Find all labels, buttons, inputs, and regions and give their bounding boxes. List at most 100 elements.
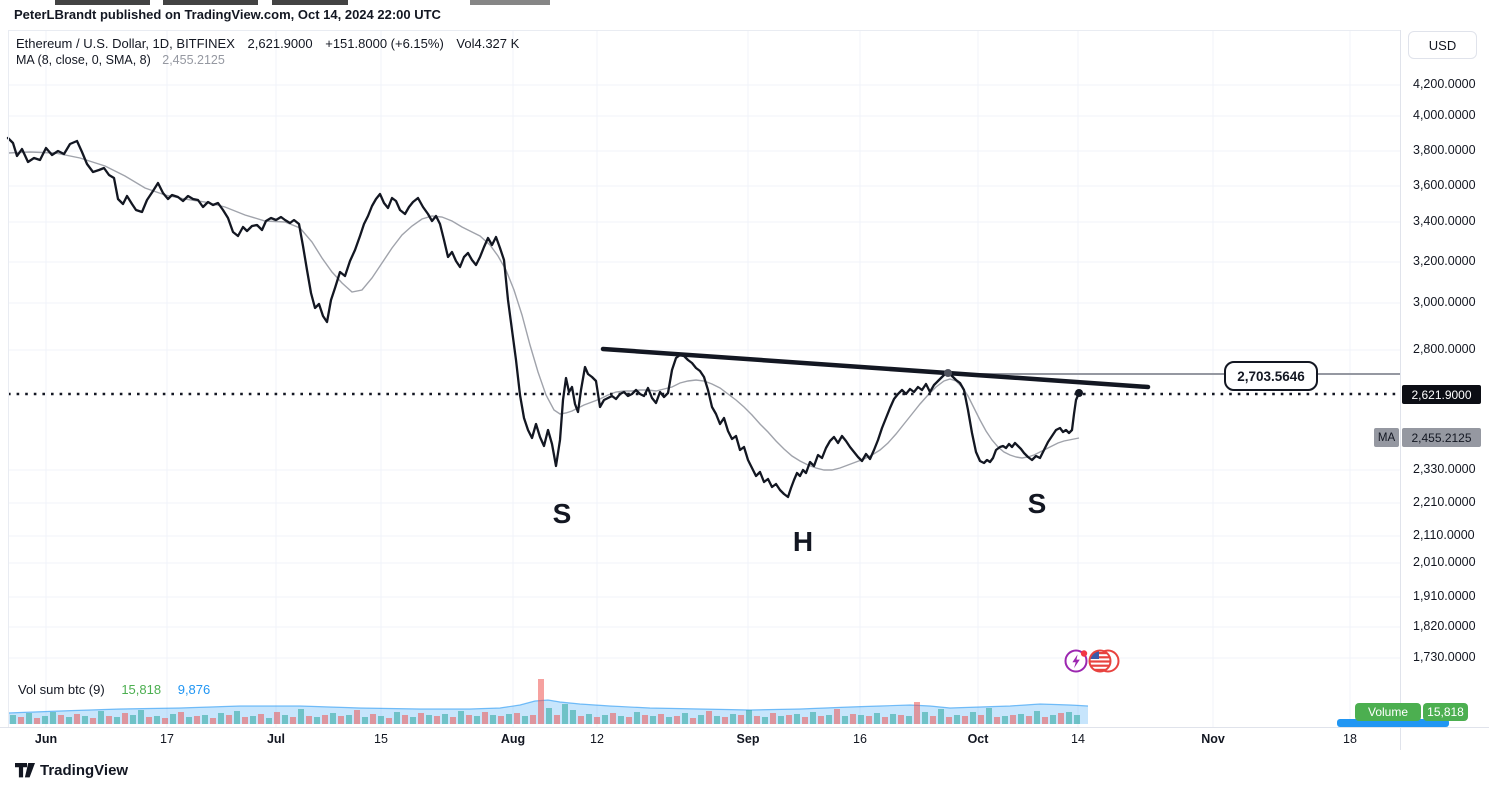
volume-bar: [594, 717, 600, 724]
volume-bar: [610, 713, 616, 724]
volume-bar: [490, 715, 496, 724]
screenshot-artifact: [163, 0, 258, 5]
price-axis-label: 3,800.0000: [1413, 143, 1476, 157]
volume-bar: [666, 717, 672, 724]
volume-bar: [690, 718, 696, 724]
volume-bar: [1034, 711, 1040, 724]
volume-bar: [42, 716, 48, 724]
volume-bar: [466, 715, 472, 724]
volume-bar: [186, 717, 192, 724]
pattern-label[interactable]: H: [792, 526, 814, 557]
volume-bar: [26, 713, 32, 724]
volume-badge-value: 15,818: [1423, 703, 1468, 721]
volume-bar: [898, 715, 904, 724]
volume-bar: [978, 715, 984, 724]
volume-bar: [290, 717, 296, 724]
volume-bar: [522, 716, 528, 724]
time-axis-label: Jun: [34, 732, 58, 746]
volume-ma-line: [7, 699, 1089, 714]
screenshot-artifact: [55, 0, 150, 5]
neckline-trendline[interactable]: [600, 346, 1151, 390]
volume-bar: [106, 716, 112, 724]
volume-bar: [706, 711, 712, 724]
volume-bar: [554, 715, 560, 724]
volume-bar: [626, 717, 632, 724]
volume-bar: [394, 712, 400, 724]
volume-bar: [386, 718, 392, 724]
volume-bar: [258, 714, 264, 724]
volume-indicator-label: Vol sum btc (9): [18, 682, 105, 697]
volume-bar: [986, 708, 992, 724]
price-axis-label: 3,600.0000: [1413, 178, 1476, 192]
volume-bar: [858, 715, 864, 724]
price-axis-label: 4,000.0000: [1413, 108, 1476, 122]
volume-bar: [794, 714, 800, 724]
price-axis-label: 2,010.0000: [1413, 555, 1476, 569]
volume-ma-badge-strip: [1337, 719, 1449, 727]
volume-bar: [762, 717, 768, 724]
legend-volume: Vol4.327 K: [456, 36, 520, 51]
volume-bar: [306, 716, 312, 724]
price-axis-label: 3,400.0000: [1413, 214, 1476, 228]
ethereum-lightning-icon: [1064, 649, 1088, 673]
volume-bar: [426, 715, 432, 724]
footer: TradingView: [0, 750, 1489, 787]
volume-bar: [274, 712, 280, 724]
time-axis-label: Jul: [266, 732, 286, 746]
volume-bar: [714, 716, 720, 724]
volume-value-blue: 9,876: [177, 682, 211, 697]
volume-bar: [642, 715, 648, 724]
volume-bar: [370, 714, 376, 724]
legend-symbol: Ethereum / U.S. Dollar, 1D, BITFINEX: [16, 36, 235, 51]
volume-bar: [474, 716, 480, 724]
volume-bar: [18, 717, 24, 724]
volume-bar: [994, 717, 1000, 724]
volume-bar: [906, 716, 912, 724]
volume-bar: [722, 717, 728, 724]
volume-bar: [834, 709, 840, 724]
pattern-label[interactable]: S: [1027, 488, 1047, 519]
trendline-price-label[interactable]: 2,703.5646: [1224, 361, 1318, 391]
symbol-icons: [1064, 649, 1120, 673]
volume-bar: [282, 715, 288, 724]
brand-name[interactable]: TradingView: [40, 762, 129, 779]
legend-last-price: 2,621.9000: [247, 36, 313, 51]
volume-bar: [218, 713, 224, 724]
pattern-label[interactable]: S: [552, 498, 572, 529]
volume-bar: [962, 716, 968, 724]
volume-bar: [362, 717, 368, 724]
tradingview-logo-icon[interactable]: [14, 760, 36, 780]
volume-bar: [602, 715, 608, 724]
volume-bar: [650, 716, 656, 724]
volume-bar: [1058, 713, 1064, 724]
volume-bar: [82, 716, 88, 724]
volume-bar: [658, 714, 664, 724]
volume-badge-label: Volume: [1355, 703, 1421, 721]
volume-bar: [162, 718, 168, 724]
volume-bar: [322, 715, 328, 724]
ma-indicator-value: 2,455.2125: [162, 53, 225, 67]
time-axis[interactable]: Jun 17 Jul 15 Aug 12 Sep 16 Oct 14 Nov 18: [0, 727, 1489, 752]
volume-bar: [410, 717, 416, 724]
volume-bar: [1002, 716, 1008, 724]
currency-button[interactable]: USD: [1408, 31, 1477, 59]
time-axis-label: Oct: [967, 732, 989, 746]
volume-legend-row[interactable]: Vol sum btc (9) 15,818 9,876: [18, 682, 210, 697]
time-axis-label: 18: [1343, 732, 1357, 746]
volume-bar: [170, 714, 176, 724]
time-axis-label: Sep: [736, 732, 760, 746]
volume-bar: [682, 713, 688, 724]
price-end-dot: [1075, 389, 1083, 397]
volume-bar: [250, 716, 256, 724]
volume-bar: [202, 715, 208, 724]
volume-bar: [226, 715, 232, 724]
price-axis[interactable]: 4,200.0000 4,000.0000 3,800.0000 3,600.0000…: [1400, 30, 1489, 727]
legend-change: +151.8000 (+6.15%): [325, 36, 444, 51]
volume-bar: [498, 716, 504, 724]
legend-symbol-row[interactable]: Ethereum / U.S. Dollar, 1D, BITFINEX 2,6…: [16, 36, 528, 51]
time-axis-label: 15: [374, 732, 388, 746]
legend-ma-row[interactable]: MA (8, close, 0, SMA, 8) 2,455.2125: [16, 53, 225, 67]
volume-bar: [1050, 715, 1056, 724]
